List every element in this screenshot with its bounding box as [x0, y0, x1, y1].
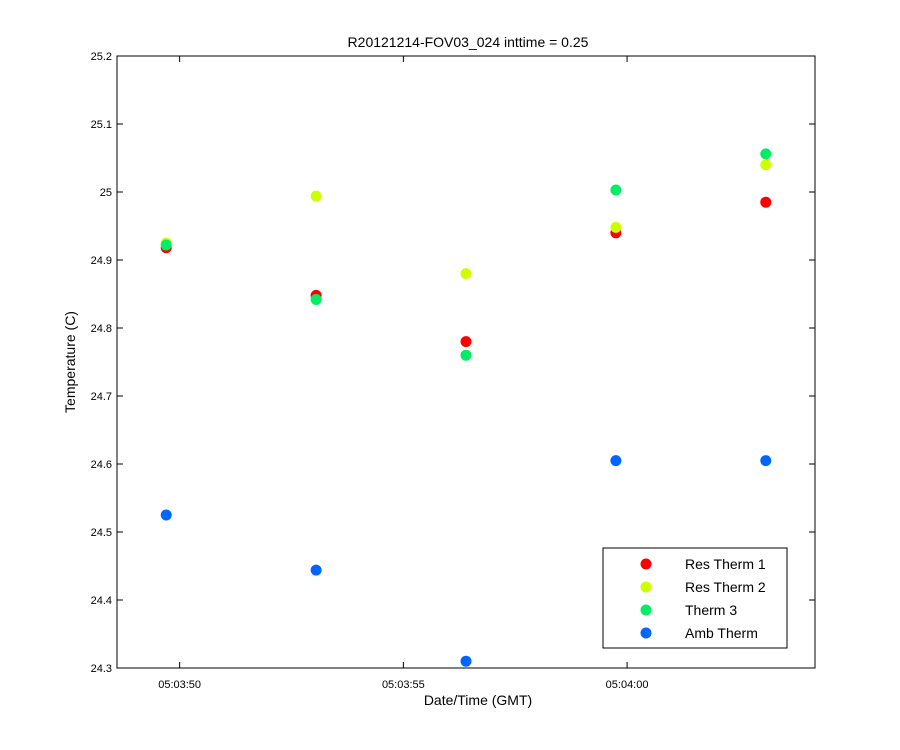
- legend-marker: [640, 558, 652, 570]
- data-point-therm-3: [610, 184, 622, 196]
- y-axis: 24.3 24.4 24.5 24.6 24.7 24.8 24.9 25 25.1 25.2: [91, 51, 815, 675]
- y-tick-label: 24.7: [91, 391, 112, 403]
- y-axis-label: Temperature (C): [62, 311, 78, 413]
- y-tick-label: 25.1: [91, 119, 112, 131]
- data-point-res-therm-2: [610, 221, 622, 233]
- data-point-amb-therm: [310, 564, 322, 576]
- data-point-therm-3: [310, 293, 322, 305]
- legend-marker: [640, 627, 652, 639]
- data-point-res-therm-1: [760, 196, 772, 208]
- legend-label: Res Therm 1: [685, 556, 766, 572]
- data-point-res-therm-1: [460, 336, 472, 348]
- data-point-amb-therm: [760, 455, 772, 467]
- data-point-res-therm-2: [460, 268, 472, 280]
- data-point-amb-therm: [610, 455, 622, 467]
- legend-box: [602, 547, 788, 649]
- y-tick-label: 24.5: [91, 527, 112, 539]
- legend-label: Amb Therm: [685, 625, 758, 641]
- data-point-res-therm-2: [760, 159, 772, 171]
- x-axis: 05:03:50 05:03:55 05:04:00: [158, 56, 648, 691]
- y-tick-label: 24.3: [91, 663, 112, 675]
- data-point-res-therm-2: [310, 190, 322, 202]
- y-tick-label: 24.4: [91, 595, 112, 607]
- x-tick-label: 05:04:00: [606, 679, 649, 691]
- legend-label: Res Therm 2: [685, 579, 766, 595]
- legend: Res Therm 1 Res Therm 2 Therm 3 Amb Therm: [602, 547, 788, 649]
- y-tick-label: 24.9: [91, 255, 112, 267]
- legend-marker: [640, 604, 652, 616]
- legend-marker: [640, 581, 652, 593]
- x-tick-label: 05:03:50: [158, 679, 201, 691]
- x-tick-label: 05:03:55: [382, 679, 425, 691]
- y-tick-label: 25.2: [91, 51, 112, 63]
- data-point-therm-3: [460, 349, 472, 361]
- data-point-therm-3: [760, 148, 772, 160]
- x-axis-label: Date/Time (GMT): [424, 692, 532, 708]
- data-point-therm-3: [160, 239, 172, 251]
- data-point-amb-therm: [160, 509, 172, 521]
- y-tick-label: 25: [100, 187, 112, 199]
- legend-label: Therm 3: [685, 602, 737, 618]
- y-tick-label: 24.8: [91, 323, 112, 335]
- data-points: [160, 148, 772, 667]
- y-tick-label: 24.6: [91, 459, 112, 471]
- data-point-amb-therm: [460, 655, 472, 667]
- chart-title: R20121214-FOV03_024 inttime = 0.25: [348, 34, 589, 50]
